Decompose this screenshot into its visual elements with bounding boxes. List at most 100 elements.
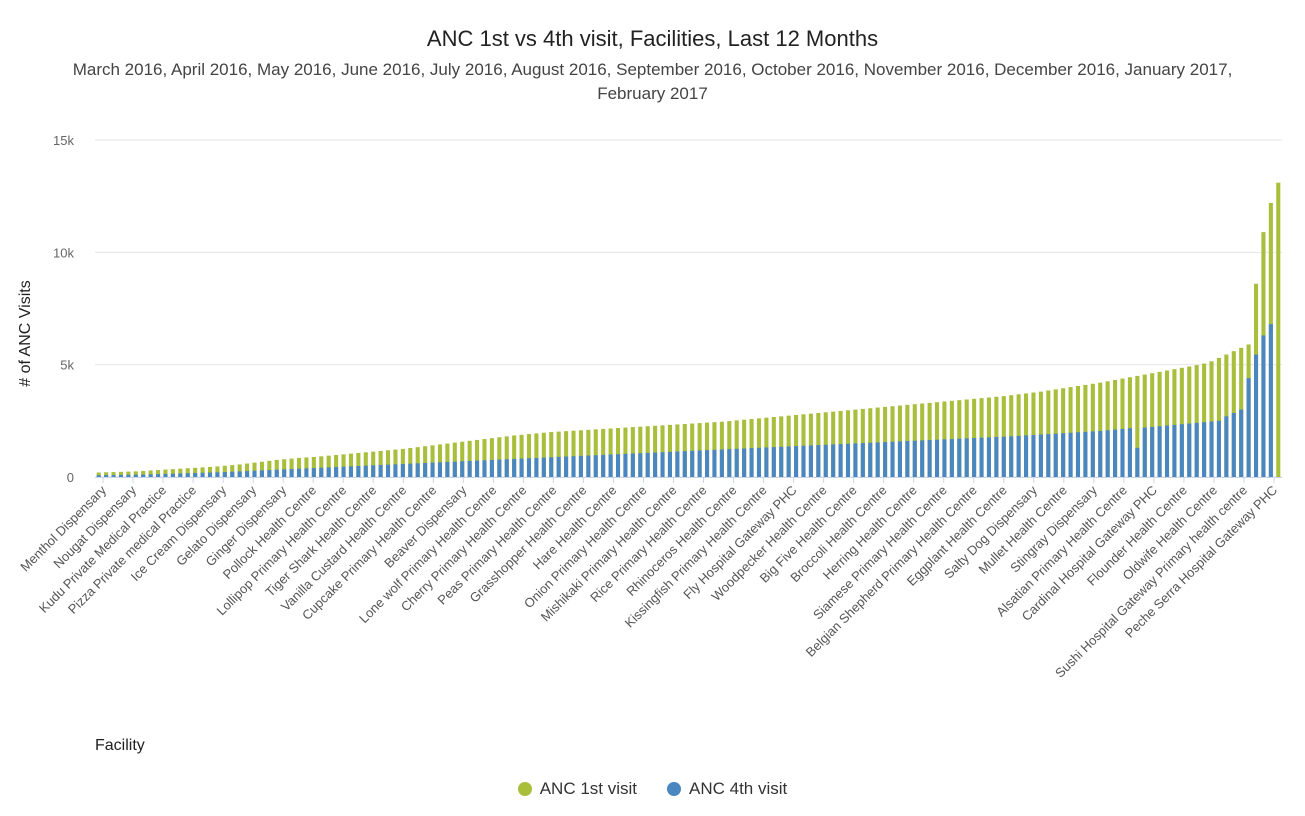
bar-anc-1st-visit[interactable] [267, 460, 272, 477]
bar-anc-1st-visit[interactable] [779, 416, 784, 477]
bar-anc-4th-visit[interactable] [615, 454, 621, 477]
bar-anc-1st-visit[interactable] [534, 433, 539, 477]
bar-anc-4th-visit[interactable] [942, 439, 947, 477]
bar-anc-1st-visit[interactable] [845, 410, 851, 477]
bar-anc-1st-visit[interactable] [823, 412, 828, 477]
bar-anc-1st-visit[interactable] [749, 419, 754, 477]
bar-anc-1st-visit[interactable] [979, 398, 984, 477]
bar-anc-4th-visit[interactable] [816, 445, 821, 477]
bar-anc-4th-visit[interactable] [1120, 428, 1125, 477]
bar-anc-4th-visit[interactable] [1068, 432, 1073, 477]
bar-anc-1st-visit[interactable] [875, 407, 880, 477]
bar-anc-4th-visit[interactable] [601, 454, 606, 477]
bar-anc-1st-visit[interactable] [868, 408, 873, 477]
bar-anc-1st-visit[interactable] [556, 431, 561, 477]
bar-anc-4th-visit[interactable] [141, 474, 146, 477]
bar-anc-4th-visit[interactable] [148, 474, 153, 477]
bar-anc-4th-visit[interactable] [156, 474, 161, 477]
bar-anc-4th-visit[interactable] [1224, 416, 1229, 477]
bar-anc-1st-visit[interactable] [289, 458, 294, 477]
bar-anc-4th-visit[interactable] [979, 437, 984, 477]
bar-anc-4th-visit[interactable] [719, 449, 724, 477]
bar-anc-1st-visit[interactable] [1001, 396, 1006, 477]
bar-anc-1st-visit[interactable] [549, 432, 554, 477]
bar-anc-4th-visit[interactable] [571, 456, 576, 477]
bar-anc-1st-visit[interactable] [252, 462, 257, 477]
bar-anc-1st-visit[interactable] [808, 413, 813, 477]
bar-anc-4th-visit[interactable] [1216, 420, 1221, 477]
bar-anc-4th-visit[interactable] [512, 458, 517, 477]
bar-anc-1st-visit[interactable] [934, 402, 940, 477]
bar-anc-1st-visit[interactable] [571, 430, 576, 477]
bar-anc-1st-visit[interactable] [193, 467, 198, 477]
bar-anc-1st-visit[interactable] [282, 459, 287, 477]
bar-anc-1st-visit[interactable] [1009, 395, 1014, 477]
bar-anc-1st-visit[interactable] [304, 457, 309, 477]
bar-anc-1st-visit[interactable] [860, 408, 865, 477]
bar-anc-1st-visit[interactable] [615, 428, 621, 477]
bar-anc-4th-visit[interactable] [564, 456, 569, 477]
bar-anc-1st-visit[interactable] [949, 400, 954, 477]
bar-anc-4th-visit[interactable] [252, 470, 257, 477]
bar-anc-4th-visit[interactable] [682, 451, 687, 477]
bar-anc-4th-visit[interactable] [118, 474, 124, 477]
bar-anc-1st-visit[interactable] [1068, 387, 1073, 477]
bar-anc-1st-visit[interactable] [1046, 390, 1051, 477]
bar-anc-1st-visit[interactable] [1083, 384, 1088, 477]
bar-anc-4th-visit[interactable] [586, 455, 591, 477]
bar-anc-4th-visit[interactable] [883, 442, 888, 477]
bar-anc-1st-visit[interactable] [764, 417, 769, 477]
bar-anc-4th-visit[interactable] [786, 446, 791, 477]
bar-anc-1st-visit[interactable] [682, 423, 687, 477]
bar-anc-1st-visit[interactable] [126, 471, 131, 477]
bar-anc-4th-visit[interactable] [408, 463, 413, 477]
bar-anc-1st-visit[interactable] [504, 436, 509, 477]
bar-anc-1st-visit[interactable] [794, 414, 799, 477]
bar-anc-4th-visit[interactable] [319, 467, 324, 477]
bar-anc-4th-visit[interactable] [1179, 424, 1184, 477]
bar-anc-4th-visit[interactable] [326, 467, 331, 477]
bar-anc-1st-visit[interactable] [274, 459, 279, 477]
bar-anc-1st-visit[interactable] [363, 452, 368, 477]
bar-anc-1st-visit[interactable] [675, 424, 680, 477]
bar-anc-1st-visit[interactable] [1113, 379, 1118, 477]
bar-anc-1st-visit[interactable] [964, 399, 969, 477]
bar-anc-4th-visit[interactable] [1105, 430, 1110, 477]
bar-anc-4th-visit[interactable] [1253, 354, 1259, 477]
bar-anc-4th-visit[interactable] [556, 456, 561, 477]
bar-anc-1st-visit[interactable] [319, 456, 324, 477]
bar-anc-1st-visit[interactable] [215, 466, 220, 477]
bar-anc-1st-visit[interactable] [445, 443, 450, 477]
bar-anc-4th-visit[interactable] [779, 446, 784, 477]
bar-anc-1st-visit[interactable] [118, 471, 124, 477]
bar-anc-1st-visit[interactable] [1157, 371, 1162, 477]
bar-anc-1st-visit[interactable] [697, 423, 702, 477]
bar-anc-1st-visit[interactable] [467, 440, 472, 477]
bar-anc-4th-visit[interactable] [734, 448, 739, 477]
bar-anc-4th-visit[interactable] [1187, 423, 1192, 477]
bar-anc-1st-visit[interactable] [178, 468, 183, 477]
bar-anc-4th-visit[interactable] [1231, 412, 1236, 477]
bar-anc-4th-visit[interactable] [1164, 425, 1170, 477]
bar-anc-1st-visit[interactable] [200, 467, 205, 477]
bar-anc-4th-visit[interactable] [423, 462, 428, 477]
bar-anc-4th-visit[interactable] [1001, 436, 1006, 477]
bar-anc-4th-visit[interactable] [994, 437, 999, 477]
bar-anc-1st-visit[interactable] [423, 446, 428, 477]
bar-anc-1st-visit[interactable] [519, 434, 524, 477]
bar-anc-4th-visit[interactable] [445, 461, 450, 477]
bar-anc-1st-visit[interactable] [497, 437, 502, 477]
bar-anc-1st-visit[interactable] [371, 451, 376, 477]
bar-anc-1st-visit[interactable] [148, 470, 153, 477]
bar-anc-4th-visit[interactable] [853, 443, 858, 477]
bar-anc-1st-visit[interactable] [245, 463, 250, 477]
bar-anc-4th-visit[interactable] [1090, 431, 1095, 477]
bar-anc-4th-visit[interactable] [1061, 433, 1066, 477]
bar-anc-4th-visit[interactable] [452, 461, 457, 477]
bar-anc-4th-visit[interactable] [437, 462, 443, 477]
bar-anc-1st-visit[interactable] [512, 435, 517, 477]
bar-anc-1st-visit[interactable] [1216, 357, 1221, 477]
bar-anc-1st-visit[interactable] [1090, 383, 1095, 477]
bar-anc-1st-visit[interactable] [1120, 378, 1125, 477]
bar-anc-4th-visit[interactable] [1075, 432, 1081, 477]
